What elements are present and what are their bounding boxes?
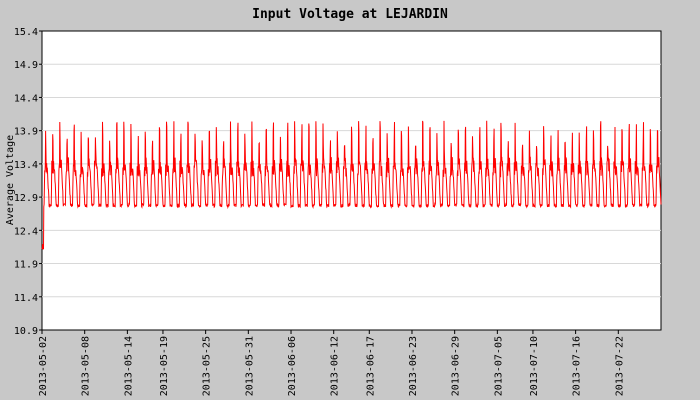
chart-title: Input Voltage at LEJARDIN — [252, 7, 448, 22]
y-tick-label: 14.4 — [14, 93, 38, 104]
x-axis-ticks: 2013-05-02 2013-05-08 2013-05-14 2013-05-19… — [38, 330, 625, 396]
y-tick-label: 11.9 — [14, 260, 38, 271]
x-tick-label: 2013-07-22 — [614, 336, 625, 396]
y-tick-label: 14.9 — [14, 60, 38, 71]
x-tick-label: 2013-07-05 — [493, 336, 504, 396]
x-tick-label: 2013-06-06 — [287, 336, 298, 396]
x-tick-label: 2013-05-08 — [81, 336, 92, 396]
y-tick-label: 13.4 — [14, 160, 38, 171]
series-group — [41, 120, 662, 250]
y-axis-ticks: 10.9 11.4 11.9 12.4 12.9 13.4 13.9 14.4 14.9 15.4 — [14, 27, 42, 337]
x-tick-label: 2013-05-19 — [159, 336, 170, 396]
x-tick-label: 2013-05-14 — [123, 336, 134, 396]
x-tick-label: 2013-07-16 — [572, 336, 583, 396]
y-tick-label: 10.9 — [14, 326, 38, 337]
x-tick-label: 2013-06-29 — [451, 336, 462, 396]
y-tick-label: 11.4 — [14, 293, 38, 304]
x-tick-label: 2013-05-25 — [202, 336, 213, 396]
y-tick-label: 12.4 — [14, 226, 38, 237]
x-tick-label: 2013-06-23 — [408, 336, 419, 396]
plot-area — [41, 30, 662, 331]
x-tick-label: 2013-06-17 — [365, 336, 376, 396]
y-tick-label: 12.9 — [14, 193, 38, 204]
y-axis-label: Average Voltage — [5, 135, 16, 225]
x-tick-label: 2013-06-12 — [330, 336, 341, 396]
x-tick-label: 2013-05-31 — [244, 336, 255, 396]
y-tick-label: 15.4 — [14, 27, 38, 38]
y-tick-label: 13.9 — [14, 127, 38, 138]
x-tick-label: 2013-05-02 — [38, 336, 49, 396]
series-line-voltage — [41, 120, 662, 250]
x-tick-label: 2013-07-10 — [529, 336, 540, 396]
